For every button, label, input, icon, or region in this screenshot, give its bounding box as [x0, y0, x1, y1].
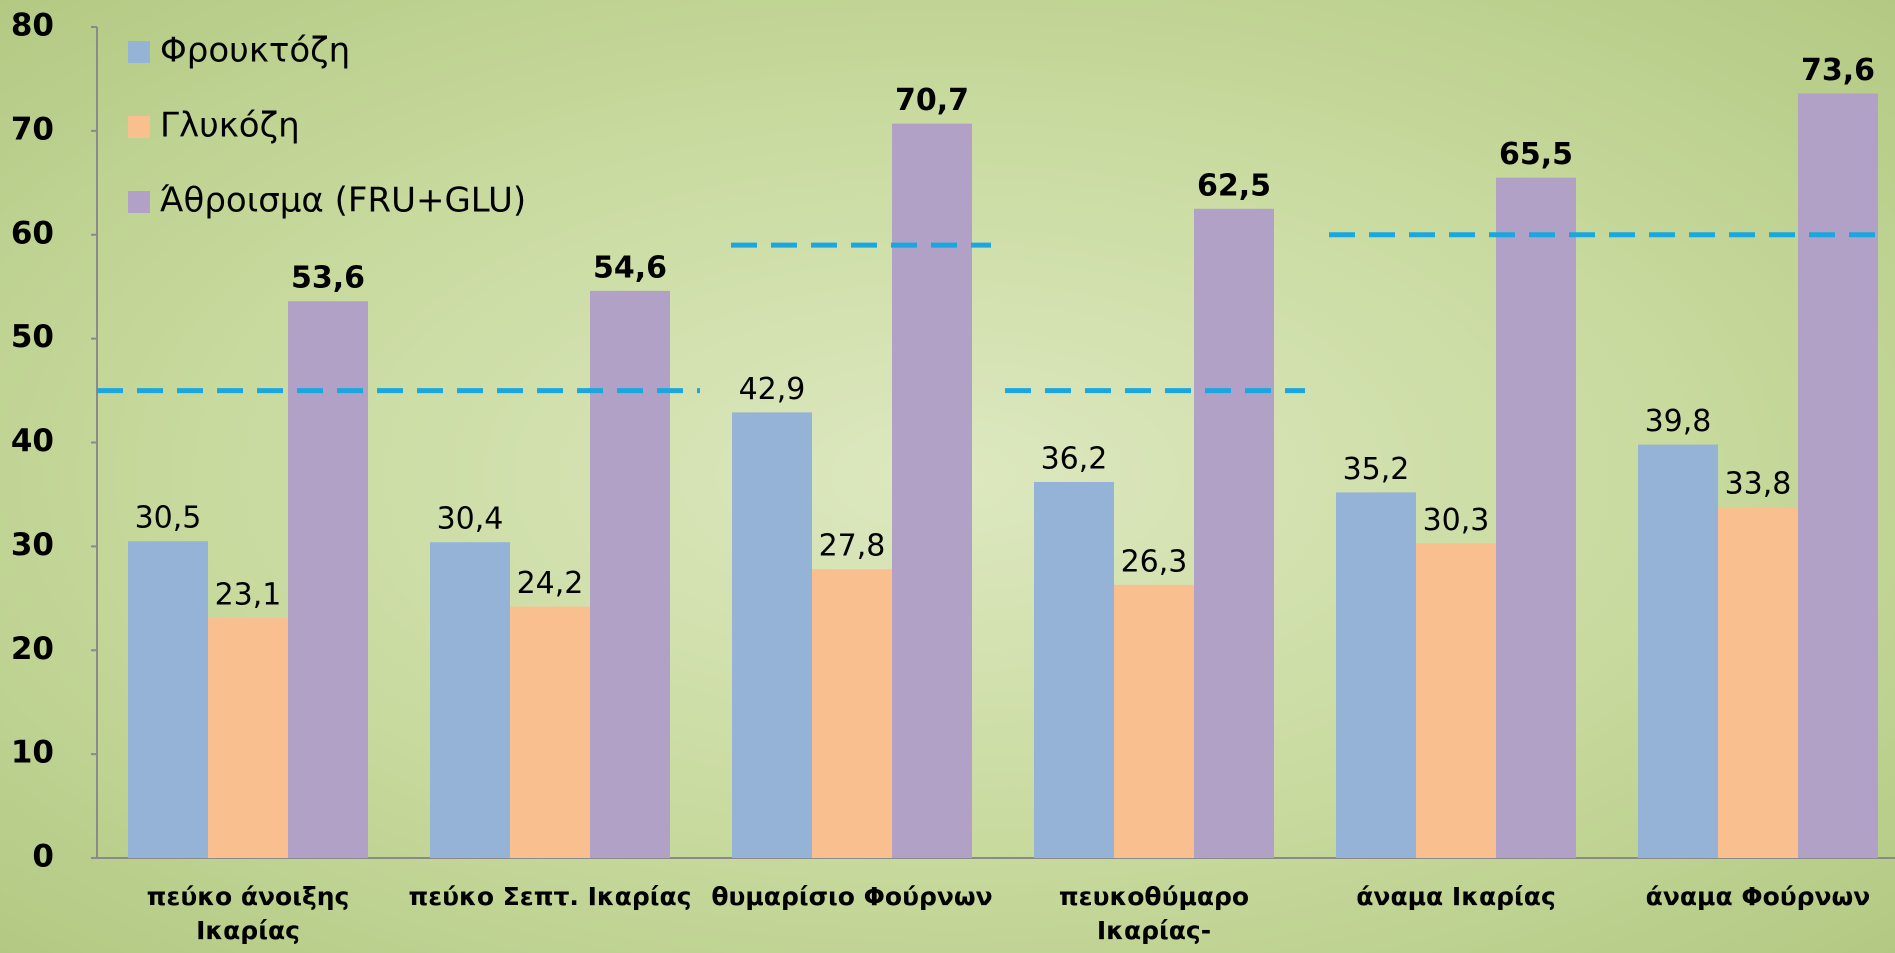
y-tick-label: 70: [11, 111, 54, 147]
bar: [1034, 481, 1114, 858]
y-tick-label: 60: [11, 215, 54, 251]
data-label: 73,6: [1801, 53, 1875, 88]
data-label: 27,8: [819, 529, 886, 564]
bar: [590, 290, 670, 858]
data-label: 33,8: [1725, 466, 1792, 501]
x-tick-label: άναμα Φούρνων: [1645, 882, 1871, 911]
data-label: 30,4: [437, 502, 504, 537]
bar: [1496, 177, 1576, 858]
bar: [1798, 93, 1878, 859]
data-label: 70,7: [895, 83, 969, 118]
legend-swatch: [128, 41, 150, 63]
y-tick-label: 30: [11, 527, 54, 563]
bar: [812, 569, 892, 858]
legend-swatch: [128, 191, 150, 213]
y-tick-label: 40: [11, 423, 54, 459]
data-label: 54,6: [593, 250, 667, 285]
legend-label: Γλυκόζη: [160, 106, 300, 146]
data-label: 39,8: [1645, 404, 1712, 439]
bar: [430, 542, 510, 858]
bar: [1718, 506, 1798, 858]
y-tick-label: 20: [11, 631, 54, 667]
legend-label: Φρουκτόζη: [160, 31, 350, 71]
data-label: 30,5: [135, 501, 202, 536]
y-tick-label: 80: [11, 8, 54, 44]
bar: [1114, 584, 1194, 858]
x-tick-label: πεύκο Σεπτ. Ικαρίας: [408, 882, 692, 911]
data-label: 30,3: [1423, 503, 1490, 538]
x-tick-label: άναμα Ικαρίας: [1356, 882, 1556, 911]
bar: [510, 606, 590, 858]
bar: [1336, 492, 1416, 858]
bar: [1194, 208, 1274, 858]
x-tick-label: θυμαρίσιο Φούρνων: [711, 882, 993, 911]
y-tick-label: 0: [32, 839, 54, 875]
data-label: 26,3: [1121, 544, 1188, 579]
legend-label: Άθροισμα (FRU+GLU): [160, 181, 526, 221]
y-tick-label: 10: [11, 735, 54, 771]
bar: [732, 412, 812, 858]
bar: [128, 541, 208, 858]
data-label: 62,5: [1197, 168, 1271, 203]
data-label: 36,2: [1041, 441, 1108, 476]
bar: [1416, 543, 1496, 858]
bar: [288, 301, 368, 859]
data-label: 53,6: [291, 261, 365, 296]
bar: [208, 618, 288, 858]
x-tick-label: πεύκο άνοιξης Ικαρίας: [146, 882, 350, 945]
data-label: 42,9: [739, 372, 806, 407]
data-label: 23,1: [215, 578, 282, 613]
bar: [892, 123, 972, 858]
x-tick-label: πευκοθύμαρο Ικαρίας-Φούρνων: [1058, 882, 1250, 953]
bar: [1638, 444, 1718, 858]
data-label: 35,2: [1343, 452, 1410, 487]
data-label: 24,2: [517, 566, 584, 601]
y-tick-label: 50: [11, 319, 54, 355]
data-label: 65,5: [1499, 137, 1573, 172]
legend-swatch: [128, 116, 150, 138]
